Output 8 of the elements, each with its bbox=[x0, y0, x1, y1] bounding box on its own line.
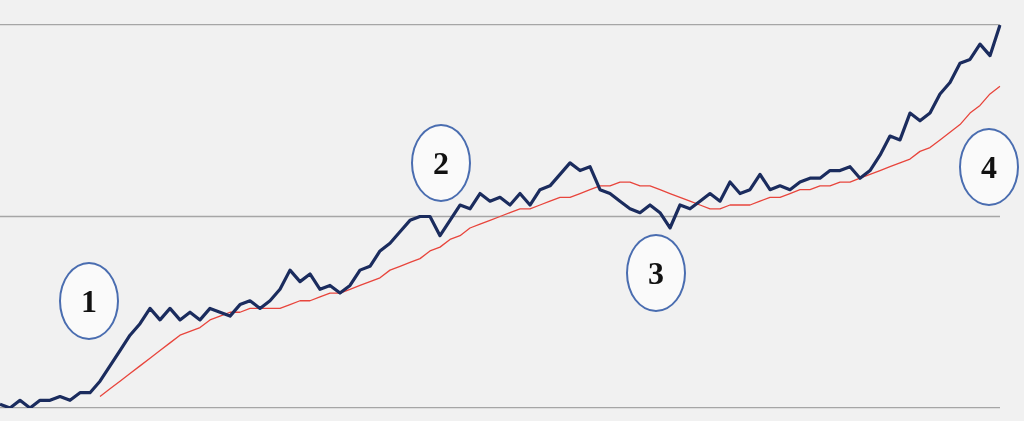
annotation: 2 bbox=[433, 144, 449, 182]
ellipse-outline: 3 bbox=[626, 234, 686, 312]
annotation: 3 bbox=[648, 254, 664, 292]
ellipse-outline: 1 bbox=[59, 262, 119, 340]
ellipse-outline: 2 bbox=[411, 124, 471, 202]
annotation: 1 bbox=[81, 282, 97, 320]
annotation: 4 bbox=[981, 148, 997, 186]
ellipse-outline: 4 bbox=[959, 128, 1019, 206]
